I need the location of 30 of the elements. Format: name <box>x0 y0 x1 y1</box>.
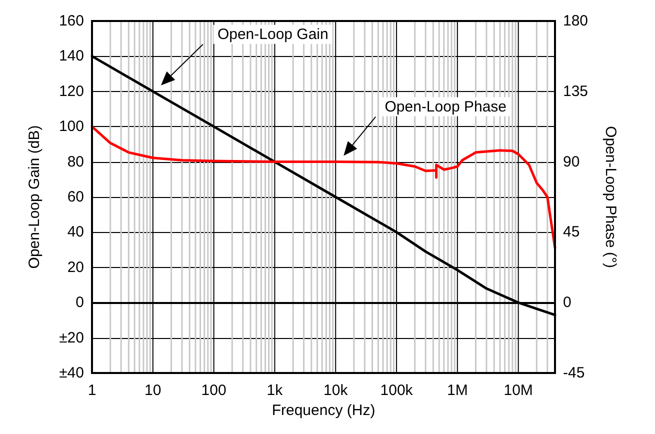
x-tick-label: 1 <box>88 382 96 399</box>
x-tick-label: 10 <box>144 382 162 399</box>
y-tick-label: 160 <box>58 12 84 30</box>
y2-tick-label: 0 <box>563 294 572 312</box>
x-axis-title: Frequency (Hz) <box>272 402 376 419</box>
y-tick-label: ±20 <box>59 329 84 346</box>
x-tick-label: 10M <box>504 382 533 399</box>
y2-tick-label: -45 <box>563 364 585 382</box>
x-tick-label: 10k <box>324 382 348 399</box>
y-axis-title: Open-Loop Gain (dB) <box>26 125 43 269</box>
y2-tick-label: 135 <box>563 82 588 100</box>
y2-tick-label: 90 <box>563 153 580 170</box>
y2-tick-label: 180 <box>563 12 588 30</box>
y2-axis-title: Open-Loop Phase (°) <box>602 126 619 268</box>
y-tick-label: 120 <box>58 82 84 100</box>
text: Open-Loop Phase <box>384 98 506 116</box>
x-tick-label: 1M <box>447 382 468 399</box>
y-tick-label: 40 <box>67 224 84 241</box>
x-tick-label: 100k <box>380 382 414 399</box>
y-tick-label: ±40 <box>59 364 84 382</box>
y-tick-label: 140 <box>58 48 84 65</box>
y-tick-label: 80 <box>67 153 84 170</box>
y-tick-label: 20 <box>67 258 84 276</box>
x-tick-label: 100 <box>201 382 226 399</box>
y-tick-label: 100 <box>58 118 84 136</box>
y2-tick-label: 45 <box>563 224 580 241</box>
x-tick-label: 1k <box>266 382 284 399</box>
y-tick-label: 0 <box>76 294 84 312</box>
y-tick-label: 60 <box>67 188 84 206</box>
text: Open-Loop Gain <box>217 26 328 43</box>
